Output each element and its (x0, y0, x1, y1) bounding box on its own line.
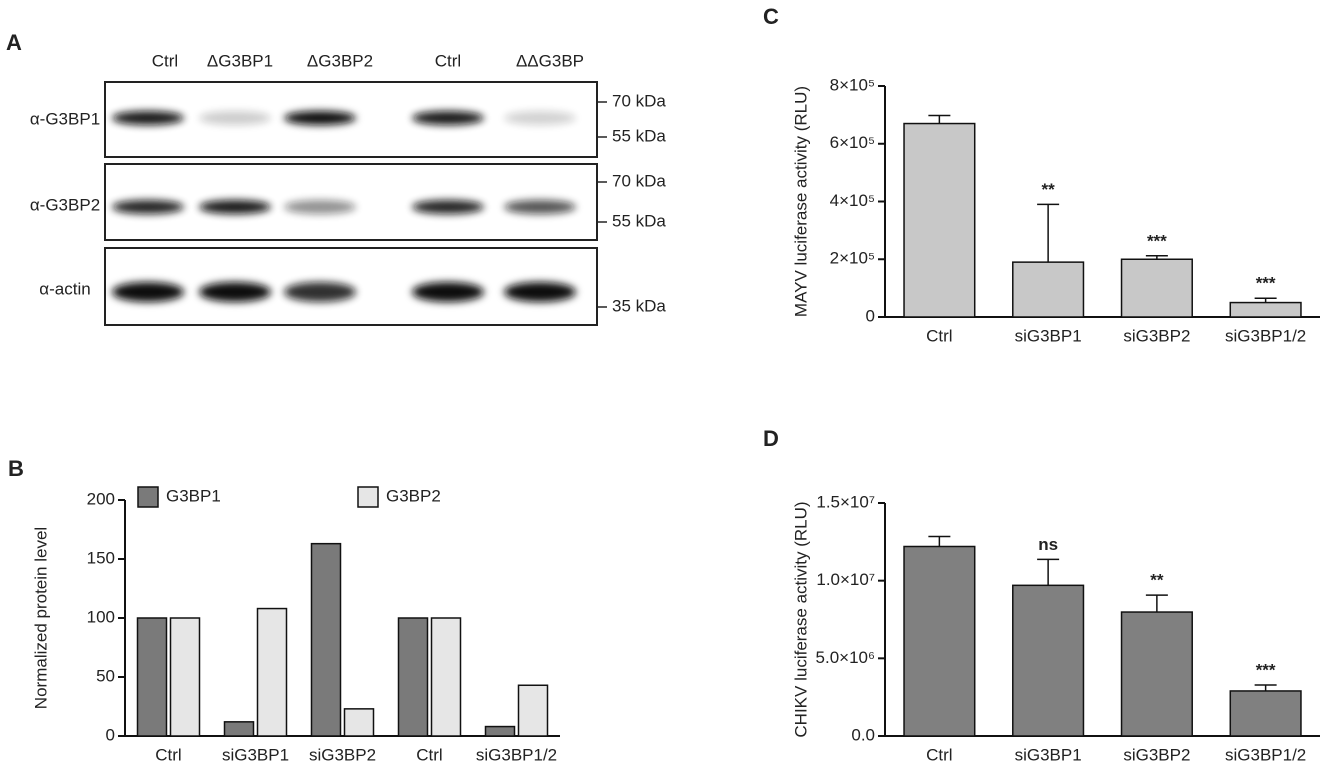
bar (1120, 258, 1193, 318)
band (284, 111, 356, 125)
x-tick-label: siG3BP2 (1123, 326, 1190, 345)
significance-label: ** (1042, 180, 1056, 199)
band (504, 111, 576, 125)
bar (484, 725, 516, 737)
x-tick-label: Ctrl (155, 745, 181, 764)
band (504, 282, 576, 302)
significance-label: *** (1256, 274, 1276, 293)
band (284, 200, 356, 214)
y-tick-label: 5.0×10⁶ (816, 648, 875, 667)
panel-letter: C (763, 4, 779, 29)
marker-label: 55 kDa (612, 126, 666, 145)
bar (397, 617, 429, 737)
band (112, 282, 184, 302)
significance-label: ** (1150, 571, 1164, 590)
lane-label: ΔΔG3BP (516, 51, 584, 70)
lane-label: Ctrl (435, 51, 461, 70)
band (112, 111, 184, 125)
bar (430, 617, 462, 737)
x-tick-label: siG3BP2 (309, 745, 376, 764)
x-tick-label: siG3BP1/2 (476, 745, 557, 764)
bar (1012, 584, 1085, 737)
band (112, 200, 184, 214)
legend-label: G3BP2 (386, 486, 441, 505)
y-tick-label: 50 (96, 666, 115, 685)
y-tick-label: 4×10⁵ (830, 191, 875, 210)
legend-swatch (137, 486, 159, 508)
lane-label: ΔG3BP1 (207, 51, 273, 70)
y-axis-label: MAYV luciferase activity (RLU) (791, 86, 810, 317)
y-tick-label: 1.5×10⁷ (816, 492, 875, 511)
bar (517, 684, 549, 737)
x-tick-label: Ctrl (926, 326, 952, 345)
band (504, 200, 576, 214)
band (199, 111, 271, 125)
x-tick-label: Ctrl (416, 745, 442, 764)
band (199, 200, 271, 214)
band (284, 282, 356, 302)
bar (310, 542, 342, 737)
significance-label: ns (1038, 535, 1058, 554)
y-tick-label: 8×10⁵ (830, 75, 875, 94)
y-tick-label: 150 (87, 548, 115, 567)
y-axis-label: Normalized protein level (31, 527, 50, 709)
bar (256, 607, 288, 737)
blot-row-label: α-G3BP2 (30, 195, 100, 214)
bar (903, 122, 976, 318)
x-tick-label: siG3BP1 (222, 745, 289, 764)
bar (169, 617, 201, 737)
x-tick-label: siG3BP1 (1015, 745, 1082, 764)
band (412, 200, 484, 214)
marker-label: 70 kDa (612, 171, 666, 190)
x-tick-label: siG3BP2 (1123, 745, 1190, 764)
bar (223, 721, 255, 737)
significance-label: *** (1147, 231, 1167, 250)
x-tick-label: siG3BP1 (1015, 326, 1082, 345)
bar (1012, 261, 1085, 318)
bar (343, 708, 375, 737)
y-tick-label: 2×10⁵ (830, 249, 875, 268)
panel-letter: B (8, 456, 24, 481)
legend-label: G3BP1 (166, 486, 221, 505)
band (199, 282, 271, 302)
y-tick-label: 100 (87, 607, 115, 626)
panel-letter: D (763, 426, 779, 451)
lane-label: Ctrl (152, 51, 178, 70)
x-tick-label: Ctrl (926, 745, 952, 764)
marker-label: 70 kDa (612, 91, 666, 110)
bar (136, 617, 168, 737)
marker-label: 35 kDa (612, 296, 666, 315)
blot-row-label: α-G3BP1 (30, 109, 100, 128)
band (412, 111, 484, 125)
y-tick-label: 6×10⁵ (830, 133, 875, 152)
x-tick-label: siG3BP1/2 (1225, 326, 1306, 345)
marker-label: 55 kDa (612, 211, 666, 230)
legend-swatch (357, 486, 379, 508)
y-tick-label: 0 (106, 725, 115, 744)
panel-letter: A (6, 30, 22, 55)
y-axis-label: CHIKV luciferase activity (RLU) (791, 501, 810, 737)
y-tick-label: 0.0 (851, 725, 875, 744)
y-tick-label: 1.0×10⁷ (816, 570, 875, 589)
y-tick-label: 0 (866, 306, 875, 325)
bar (1229, 690, 1302, 737)
band (412, 282, 484, 302)
bar (903, 545, 976, 737)
lane-label: ΔG3BP2 (307, 51, 373, 70)
significance-label: *** (1256, 661, 1276, 680)
x-tick-label: siG3BP1/2 (1225, 745, 1306, 764)
blot-row-label: α-actin (39, 279, 90, 298)
y-tick-label: 200 (87, 489, 115, 508)
bar (1120, 611, 1193, 737)
bar (1229, 301, 1302, 318)
